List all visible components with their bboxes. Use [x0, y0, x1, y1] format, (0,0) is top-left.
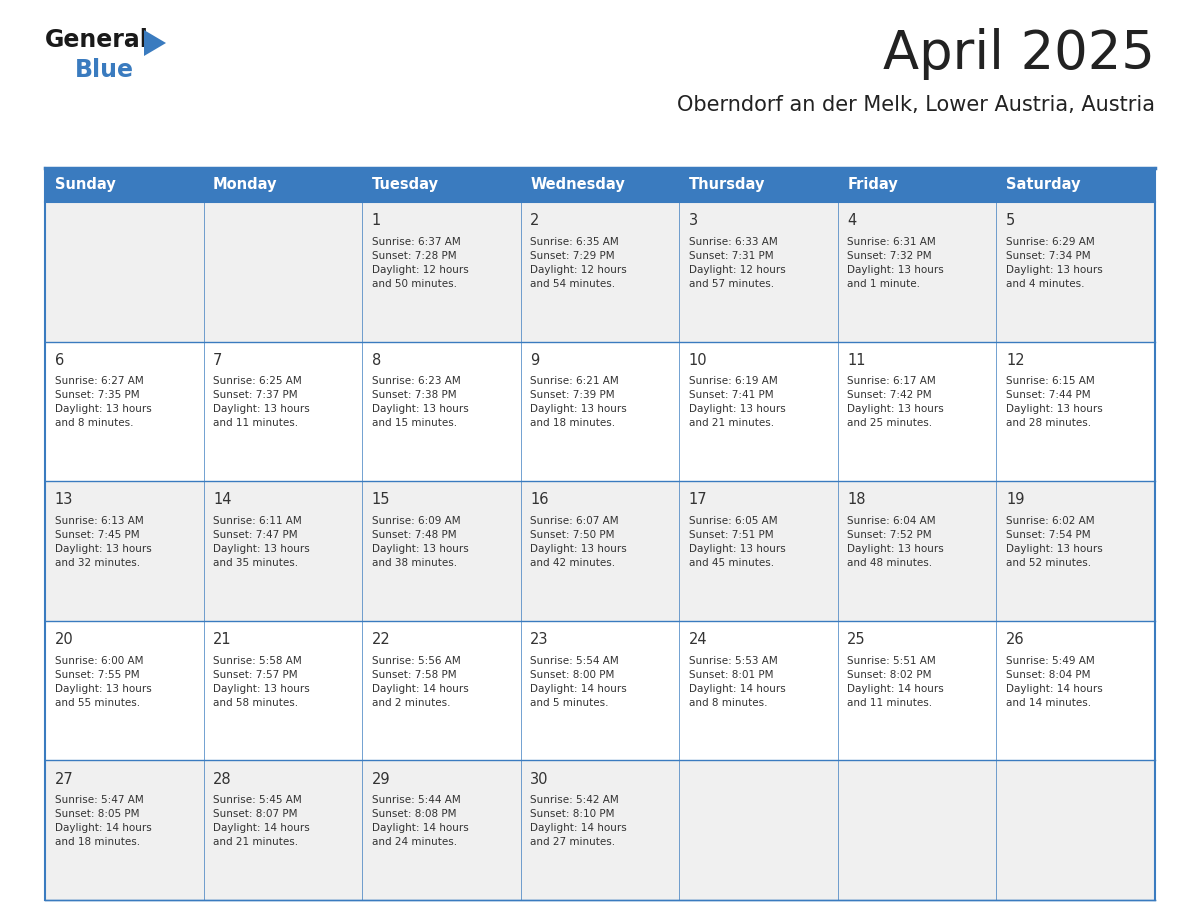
- Text: Sunrise: 6:02 AM
Sunset: 7:54 PM
Daylight: 13 hours
and 52 minutes.: Sunrise: 6:02 AM Sunset: 7:54 PM Dayligh…: [1006, 516, 1102, 568]
- Text: 3: 3: [689, 213, 697, 229]
- Text: Sunrise: 6:21 AM
Sunset: 7:39 PM
Daylight: 13 hours
and 18 minutes.: Sunrise: 6:21 AM Sunset: 7:39 PM Dayligh…: [530, 376, 627, 429]
- Text: 22: 22: [372, 632, 391, 647]
- Bar: [997, 168, 1155, 202]
- Bar: [838, 168, 997, 202]
- Bar: [680, 168, 838, 202]
- Text: Sunrise: 5:47 AM
Sunset: 8:05 PM
Daylight: 14 hours
and 18 minutes.: Sunrise: 5:47 AM Sunset: 8:05 PM Dayligh…: [55, 795, 151, 847]
- Text: 21: 21: [213, 632, 232, 647]
- Text: Sunrise: 5:44 AM
Sunset: 8:08 PM
Daylight: 14 hours
and 24 minutes.: Sunrise: 5:44 AM Sunset: 8:08 PM Dayligh…: [372, 795, 468, 847]
- Text: Thursday: Thursday: [689, 177, 765, 193]
- Text: Tuesday: Tuesday: [372, 177, 438, 193]
- Text: 20: 20: [55, 632, 74, 647]
- Text: 11: 11: [847, 353, 866, 368]
- Text: Oberndorf an der Melk, Lower Austria, Austria: Oberndorf an der Melk, Lower Austria, Au…: [677, 95, 1155, 115]
- Text: 29: 29: [372, 771, 391, 787]
- Bar: [45, 341, 1155, 481]
- Text: Sunrise: 6:07 AM
Sunset: 7:50 PM
Daylight: 13 hours
and 42 minutes.: Sunrise: 6:07 AM Sunset: 7:50 PM Dayligh…: [530, 516, 627, 568]
- Text: 1: 1: [372, 213, 381, 229]
- Bar: [45, 760, 1155, 900]
- Text: Sunrise: 6:27 AM
Sunset: 7:35 PM
Daylight: 13 hours
and 8 minutes.: Sunrise: 6:27 AM Sunset: 7:35 PM Dayligh…: [55, 376, 151, 429]
- Text: 13: 13: [55, 492, 72, 508]
- Text: Sunrise: 6:13 AM
Sunset: 7:45 PM
Daylight: 13 hours
and 32 minutes.: Sunrise: 6:13 AM Sunset: 7:45 PM Dayligh…: [55, 516, 151, 568]
- Text: 27: 27: [55, 771, 74, 787]
- Bar: [45, 202, 1155, 341]
- Text: Sunday: Sunday: [55, 177, 115, 193]
- Text: Sunrise: 5:51 AM
Sunset: 8:02 PM
Daylight: 14 hours
and 11 minutes.: Sunrise: 5:51 AM Sunset: 8:02 PM Dayligh…: [847, 655, 944, 708]
- Text: General: General: [45, 28, 148, 52]
- Text: Sunrise: 6:09 AM
Sunset: 7:48 PM
Daylight: 13 hours
and 38 minutes.: Sunrise: 6:09 AM Sunset: 7:48 PM Dayligh…: [372, 516, 468, 568]
- Text: 12: 12: [1006, 353, 1024, 368]
- Text: Sunrise: 6:25 AM
Sunset: 7:37 PM
Daylight: 13 hours
and 11 minutes.: Sunrise: 6:25 AM Sunset: 7:37 PM Dayligh…: [213, 376, 310, 429]
- Text: 2: 2: [530, 213, 539, 229]
- Bar: [362, 168, 520, 202]
- Text: 17: 17: [689, 492, 707, 508]
- Text: 18: 18: [847, 492, 866, 508]
- Text: 30: 30: [530, 771, 549, 787]
- Text: Sunrise: 5:42 AM
Sunset: 8:10 PM
Daylight: 14 hours
and 27 minutes.: Sunrise: 5:42 AM Sunset: 8:10 PM Dayligh…: [530, 795, 627, 847]
- Text: 16: 16: [530, 492, 549, 508]
- Text: Sunrise: 5:58 AM
Sunset: 7:57 PM
Daylight: 13 hours
and 58 minutes.: Sunrise: 5:58 AM Sunset: 7:57 PM Dayligh…: [213, 655, 310, 708]
- Text: 19: 19: [1006, 492, 1024, 508]
- Text: Sunrise: 5:54 AM
Sunset: 8:00 PM
Daylight: 14 hours
and 5 minutes.: Sunrise: 5:54 AM Sunset: 8:00 PM Dayligh…: [530, 655, 627, 708]
- Text: Sunrise: 6:11 AM
Sunset: 7:47 PM
Daylight: 13 hours
and 35 minutes.: Sunrise: 6:11 AM Sunset: 7:47 PM Dayligh…: [213, 516, 310, 568]
- Text: Sunrise: 6:33 AM
Sunset: 7:31 PM
Daylight: 12 hours
and 57 minutes.: Sunrise: 6:33 AM Sunset: 7:31 PM Dayligh…: [689, 237, 785, 289]
- Text: Blue: Blue: [75, 58, 134, 82]
- Text: Wednesday: Wednesday: [530, 177, 625, 193]
- Bar: [45, 481, 1155, 621]
- Polygon shape: [144, 30, 166, 56]
- Bar: [45, 621, 1155, 760]
- Text: Sunrise: 6:31 AM
Sunset: 7:32 PM
Daylight: 13 hours
and 1 minute.: Sunrise: 6:31 AM Sunset: 7:32 PM Dayligh…: [847, 237, 944, 289]
- Text: Sunrise: 6:19 AM
Sunset: 7:41 PM
Daylight: 13 hours
and 21 minutes.: Sunrise: 6:19 AM Sunset: 7:41 PM Dayligh…: [689, 376, 785, 429]
- Bar: [203, 168, 362, 202]
- Text: Sunrise: 6:37 AM
Sunset: 7:28 PM
Daylight: 12 hours
and 50 minutes.: Sunrise: 6:37 AM Sunset: 7:28 PM Dayligh…: [372, 237, 468, 289]
- Text: Sunrise: 6:29 AM
Sunset: 7:34 PM
Daylight: 13 hours
and 4 minutes.: Sunrise: 6:29 AM Sunset: 7:34 PM Dayligh…: [1006, 237, 1102, 289]
- Text: Sunrise: 5:49 AM
Sunset: 8:04 PM
Daylight: 14 hours
and 14 minutes.: Sunrise: 5:49 AM Sunset: 8:04 PM Dayligh…: [1006, 655, 1102, 708]
- Text: 6: 6: [55, 353, 64, 368]
- Text: Sunrise: 5:56 AM
Sunset: 7:58 PM
Daylight: 14 hours
and 2 minutes.: Sunrise: 5:56 AM Sunset: 7:58 PM Dayligh…: [372, 655, 468, 708]
- Text: 15: 15: [372, 492, 390, 508]
- Text: Sunrise: 6:15 AM
Sunset: 7:44 PM
Daylight: 13 hours
and 28 minutes.: Sunrise: 6:15 AM Sunset: 7:44 PM Dayligh…: [1006, 376, 1102, 429]
- Text: 10: 10: [689, 353, 707, 368]
- Bar: [45, 168, 203, 202]
- Text: 8: 8: [372, 353, 381, 368]
- Text: Sunrise: 5:45 AM
Sunset: 8:07 PM
Daylight: 14 hours
and 21 minutes.: Sunrise: 5:45 AM Sunset: 8:07 PM Dayligh…: [213, 795, 310, 847]
- Text: 24: 24: [689, 632, 707, 647]
- Text: Sunrise: 6:04 AM
Sunset: 7:52 PM
Daylight: 13 hours
and 48 minutes.: Sunrise: 6:04 AM Sunset: 7:52 PM Dayligh…: [847, 516, 944, 568]
- Text: 7: 7: [213, 353, 222, 368]
- Text: Sunrise: 6:17 AM
Sunset: 7:42 PM
Daylight: 13 hours
and 25 minutes.: Sunrise: 6:17 AM Sunset: 7:42 PM Dayligh…: [847, 376, 944, 429]
- Text: Sunrise: 6:35 AM
Sunset: 7:29 PM
Daylight: 12 hours
and 54 minutes.: Sunrise: 6:35 AM Sunset: 7:29 PM Dayligh…: [530, 237, 627, 289]
- Text: 23: 23: [530, 632, 549, 647]
- Text: Sunrise: 6:00 AM
Sunset: 7:55 PM
Daylight: 13 hours
and 55 minutes.: Sunrise: 6:00 AM Sunset: 7:55 PM Dayligh…: [55, 655, 151, 708]
- Text: Sunrise: 6:23 AM
Sunset: 7:38 PM
Daylight: 13 hours
and 15 minutes.: Sunrise: 6:23 AM Sunset: 7:38 PM Dayligh…: [372, 376, 468, 429]
- Bar: [520, 168, 680, 202]
- Text: 28: 28: [213, 771, 232, 787]
- Text: Saturday: Saturday: [1006, 177, 1080, 193]
- Text: 26: 26: [1006, 632, 1024, 647]
- Text: April 2025: April 2025: [883, 28, 1155, 80]
- Text: 9: 9: [530, 353, 539, 368]
- Text: Sunrise: 6:05 AM
Sunset: 7:51 PM
Daylight: 13 hours
and 45 minutes.: Sunrise: 6:05 AM Sunset: 7:51 PM Dayligh…: [689, 516, 785, 568]
- Text: 5: 5: [1006, 213, 1016, 229]
- Text: 4: 4: [847, 213, 857, 229]
- Text: Friday: Friday: [847, 177, 898, 193]
- Text: 25: 25: [847, 632, 866, 647]
- Text: Sunrise: 5:53 AM
Sunset: 8:01 PM
Daylight: 14 hours
and 8 minutes.: Sunrise: 5:53 AM Sunset: 8:01 PM Dayligh…: [689, 655, 785, 708]
- Text: 14: 14: [213, 492, 232, 508]
- Text: Monday: Monday: [213, 177, 278, 193]
